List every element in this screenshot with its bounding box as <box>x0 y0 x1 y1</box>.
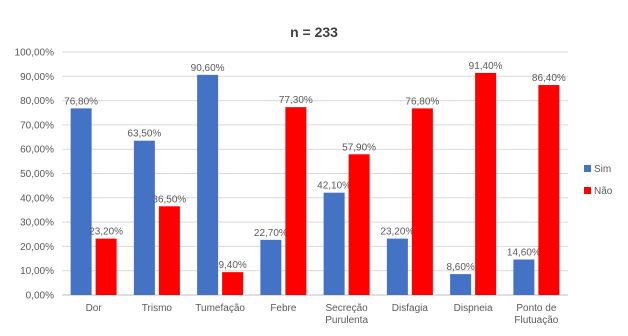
y-tick-label: 100,00% <box>15 48 55 59</box>
legend: Sim Não <box>584 164 613 197</box>
data-label: 90,60% <box>191 63 225 74</box>
bar-n-o-4 <box>348 154 370 295</box>
data-label: 77,30% <box>279 95 313 106</box>
y-tick-label: 10,00% <box>20 266 54 277</box>
bars: 76,80% 23,20% 63,50% 36,50% 90,60% 9,40% 22,70… <box>64 61 566 295</box>
bar-n-o-2 <box>222 272 244 295</box>
data-label: 42,10% <box>317 181 351 192</box>
x-tick-label-line: Febre <box>270 303 297 314</box>
bar-n-o-0 <box>95 238 117 295</box>
x-tick-label: Disfagia <box>392 303 429 314</box>
x-tick-label-line: Disfagia <box>392 303 429 314</box>
y-tick-label: 40,00% <box>20 193 54 204</box>
x-tick-label: Secreção Purulenta <box>325 303 368 326</box>
data-label: 76,80% <box>405 96 439 107</box>
bar-sim-3 <box>260 239 282 295</box>
bar-n-o-1 <box>158 206 180 295</box>
data-label: 63,50% <box>127 129 161 140</box>
bar-sim-0 <box>70 108 92 295</box>
x-tick-label-line: Trismo <box>142 303 173 314</box>
x-tick-label-line: Dor <box>86 303 103 314</box>
y-tick-label: 80,00% <box>20 96 54 107</box>
bar-n-o-5 <box>411 108 433 295</box>
data-label: 22,70% <box>254 228 288 239</box>
x-tick-label-line: Ponto de <box>516 303 556 314</box>
x-tick-label: Tumefação <box>195 303 245 314</box>
legend-label: Não <box>594 186 613 197</box>
x-tick-label: Trismo <box>142 303 173 314</box>
bar-sim-5 <box>386 238 408 295</box>
bar-n-o-3 <box>285 107 307 295</box>
legend-swatch <box>584 165 591 172</box>
x-tick-label-line: Secreção <box>326 303 369 314</box>
data-label: 23,20% <box>380 227 414 238</box>
legend-swatch <box>584 187 591 194</box>
y-tick-label: 90,00% <box>20 72 54 83</box>
x-tick-label-line: Dispneia <box>454 303 493 314</box>
x-axis: Dor Trismo Tumefação Febre Secreção Purulenta… <box>86 303 559 326</box>
bar-n-o-7 <box>538 85 560 295</box>
data-label: 9,40% <box>218 260 246 271</box>
data-label: 8,60% <box>446 262 474 273</box>
chart-title: n = 233 <box>290 24 338 40</box>
x-tick-label: Ponto de Flutuação <box>514 303 558 326</box>
x-tick-label-line: Flutuação <box>514 315 558 326</box>
y-tick-label: 70,00% <box>20 120 54 131</box>
y-tick-label: 60,00% <box>20 145 54 156</box>
y-tick-label: 30,00% <box>20 218 54 229</box>
data-label: 91,40% <box>469 61 503 72</box>
data-label: 76,80% <box>64 96 98 107</box>
bar-sim-1 <box>133 140 155 295</box>
x-tick-label: Dor <box>86 303 103 314</box>
legend-label: Sim <box>594 164 611 175</box>
y-tick-label: 0,00% <box>26 291 54 302</box>
x-tick-label-line: Tumefação <box>195 303 245 314</box>
bar-sim-2 <box>197 74 219 295</box>
bar-sim-7 <box>513 259 535 295</box>
x-tick-label: Febre <box>270 303 297 314</box>
bar-sim-6 <box>450 274 472 295</box>
x-tick-label-line: Purulenta <box>325 315 368 326</box>
bar-n-o-6 <box>475 72 497 295</box>
x-tick-label: Dispneia <box>454 303 493 314</box>
bar-sim-4 <box>323 192 345 295</box>
data-label: 86,40% <box>532 73 566 84</box>
data-label: 14,60% <box>507 248 541 259</box>
data-label: 36,50% <box>152 194 186 205</box>
data-label: 57,90% <box>342 142 376 153</box>
data-label: 23,20% <box>89 227 123 238</box>
y-tick-label: 50,00% <box>20 169 54 180</box>
y-tick-label: 20,00% <box>20 242 54 253</box>
y-axis: 0,00% 10,00% 20,00% 30,00% 40,00% 50,00% 60,00… <box>15 48 55 302</box>
